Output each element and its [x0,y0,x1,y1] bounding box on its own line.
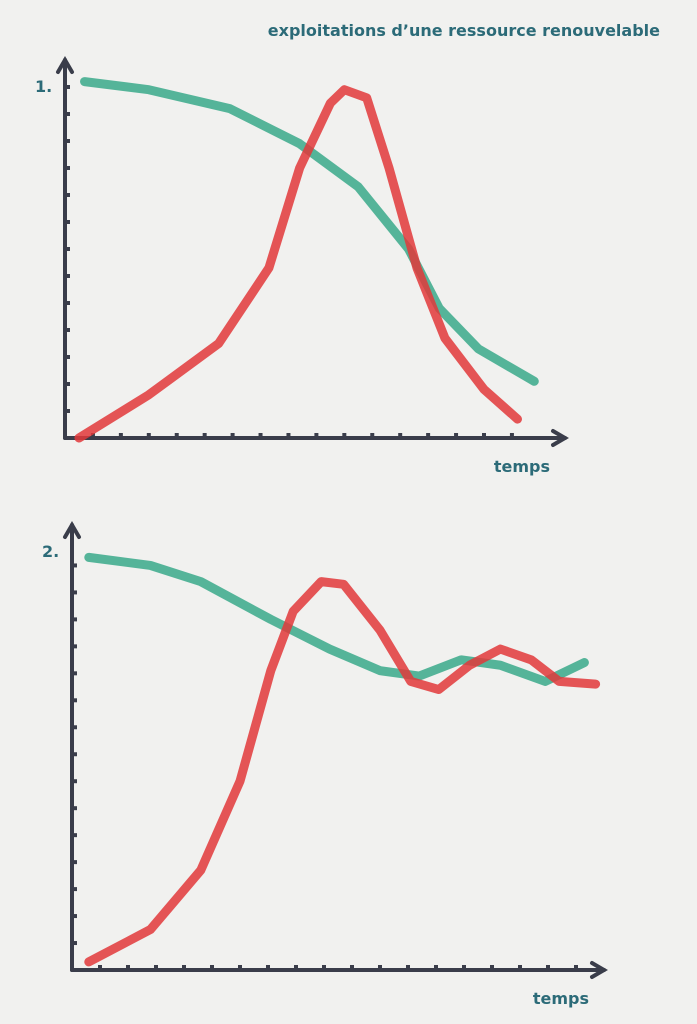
series-line [84,577,601,967]
series-line [80,77,539,386]
y-arrow [63,521,81,539]
chart-label: 1. [35,77,52,96]
title: exploitations d’une ressource renouvelab… [268,21,660,40]
x-arrow [551,429,569,447]
y-arrow [56,56,74,74]
x-arrow [590,961,608,979]
series-line [74,85,523,443]
x-axis-label: temps [533,989,589,1008]
series-line [84,552,589,686]
x-axis-label: temps [494,457,550,476]
chart-label: 2. [42,542,59,561]
